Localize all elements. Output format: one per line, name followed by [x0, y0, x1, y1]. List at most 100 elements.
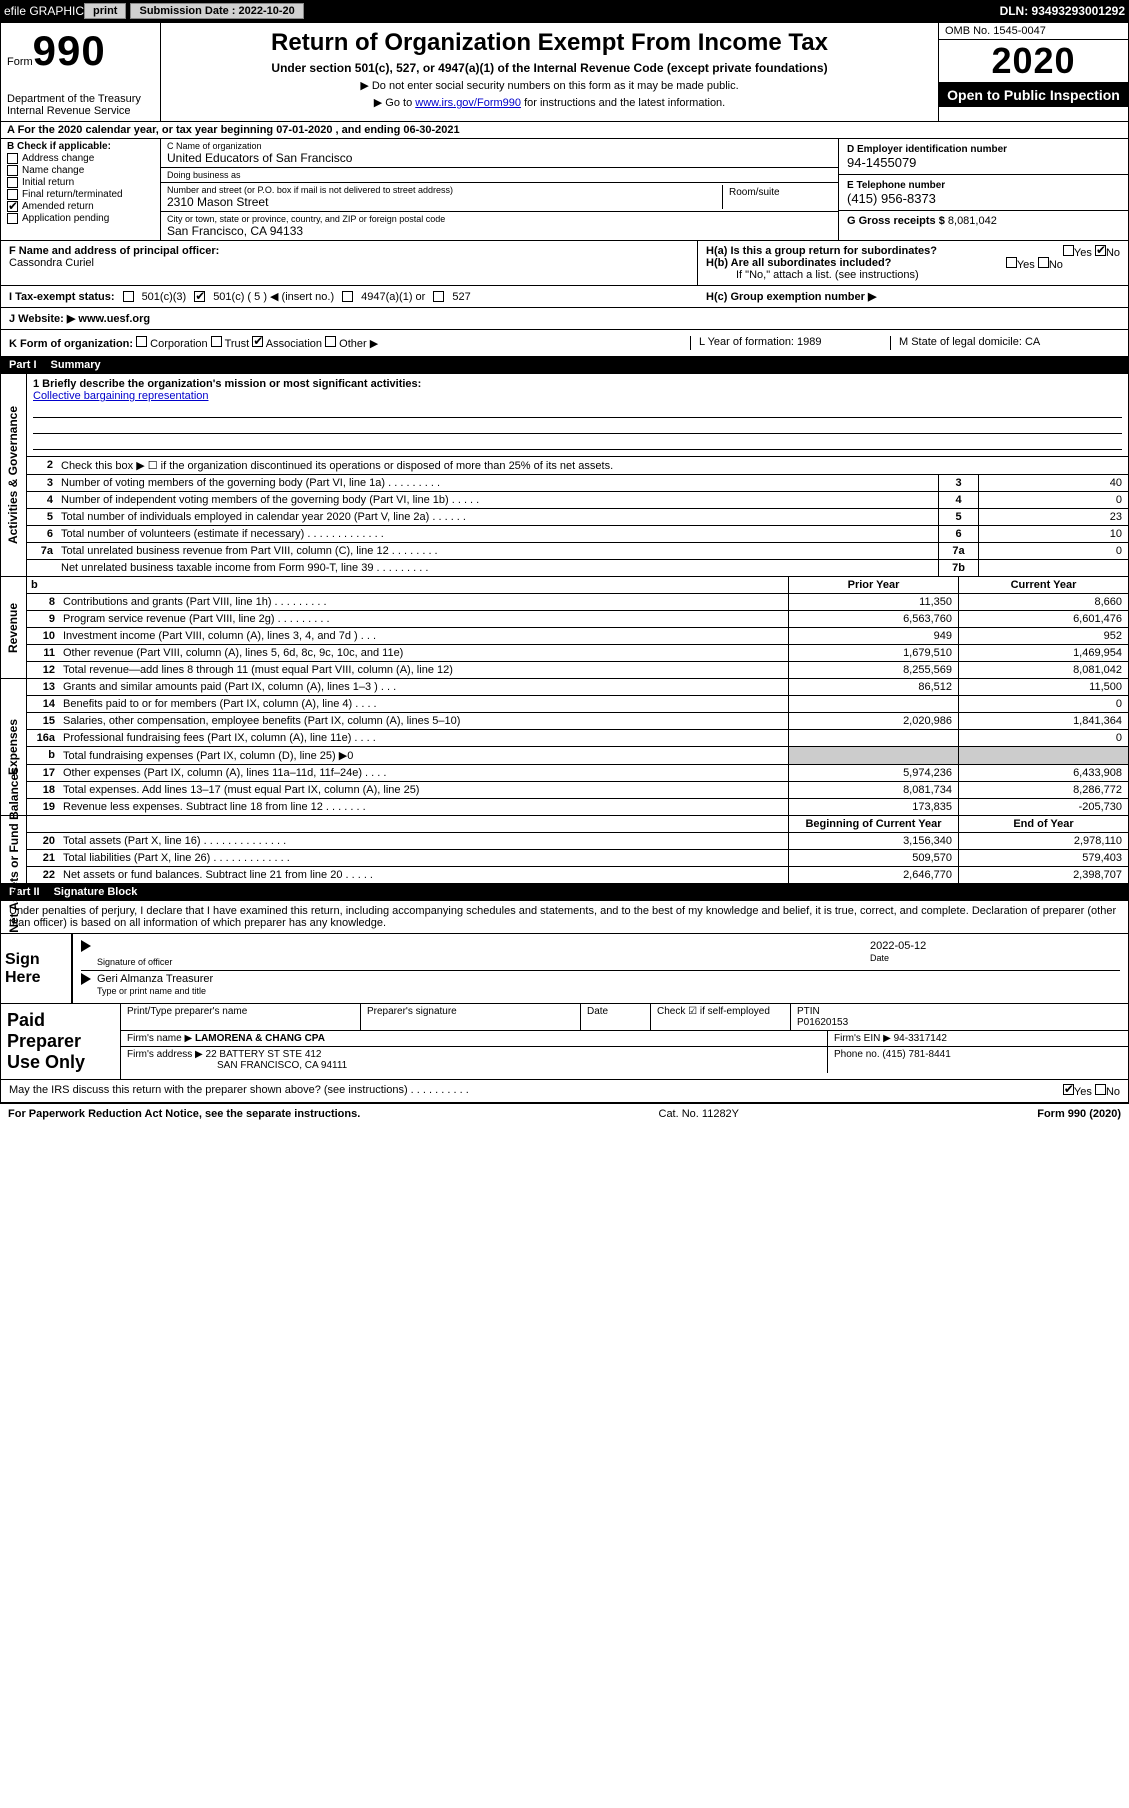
- current-val: 0: [958, 696, 1128, 712]
- no-label: No: [1106, 247, 1120, 259]
- part2-header: Part II Signature Block: [0, 884, 1129, 901]
- line-text: Grants and similar amounts paid (Part IX…: [59, 679, 788, 695]
- sub3-pre: ▶ Go to: [374, 97, 415, 109]
- print-button[interactable]: print: [84, 3, 126, 19]
- firm-ein: 94-3317142: [894, 1033, 947, 1044]
- end-year-hdr: End of Year: [958, 816, 1128, 832]
- prior-val: [788, 747, 958, 764]
- prior-val: 86,512: [788, 679, 958, 695]
- open-to-public: Open to Public Inspection: [939, 83, 1128, 107]
- prep-date-hdr: Date: [581, 1004, 651, 1030]
- discuss-yes: Yes: [1074, 1086, 1092, 1098]
- main-title: Return of Organization Exempt From Incom…: [167, 29, 932, 57]
- current-val: 1,469,954: [958, 645, 1128, 661]
- ein-value: 94-1455079: [847, 155, 916, 170]
- box-val: 40: [978, 475, 1128, 491]
- boxB-check-4[interactable]: [7, 201, 18, 212]
- ptin-label: PTIN: [797, 1006, 820, 1017]
- 501c-checkbox[interactable]: [194, 291, 205, 302]
- assoc-checkbox[interactable]: [252, 336, 263, 347]
- current-val: 8,660: [958, 594, 1128, 610]
- city-label: City or town, state or province, country…: [167, 214, 832, 224]
- line-text: Number of voting members of the governin…: [57, 475, 938, 491]
- officer-name: Cassondra Curiel: [9, 257, 94, 269]
- line-num: b: [27, 747, 59, 764]
- submission-date-button[interactable]: Submission Date : 2022-10-20: [130, 3, 303, 19]
- Ha-label: H(a) Is this a group return for subordin…: [706, 245, 937, 257]
- line-text: Net unrelated business taxable income fr…: [57, 560, 938, 576]
- boxB-check-1[interactable]: [7, 165, 18, 176]
- boxB-check-5[interactable]: [7, 213, 18, 224]
- form-word: Form: [7, 56, 33, 68]
- boxB-check-0[interactable]: [7, 153, 18, 164]
- current-val: -205,730: [958, 799, 1128, 815]
- line-text: Net assets or fund balances. Subtract li…: [59, 867, 788, 883]
- expenses-section: Expenses 13 Grants and similar amounts p…: [0, 679, 1129, 816]
- sig-officer-label: Signature of officer: [97, 957, 172, 967]
- page-footer: For Paperwork Reduction Act Notice, see …: [0, 1103, 1129, 1124]
- line-text: Total number of individuals employed in …: [57, 509, 938, 525]
- line-num: 7a: [27, 543, 57, 559]
- line-num: 12: [27, 662, 59, 678]
- omb-number: OMB No. 1545-0047: [939, 23, 1128, 40]
- 4947-checkbox[interactable]: [342, 291, 353, 302]
- sign-here-row: Sign Here Signature of officer 2022-05-1…: [0, 934, 1129, 1004]
- right-col-DEG: D Employer identification number 94-1455…: [838, 139, 1128, 240]
- box-num: 5: [938, 509, 978, 525]
- discuss-yes-checkbox[interactable]: [1063, 1084, 1074, 1095]
- paid-preparer: Paid Preparer Use Only Print/Type prepar…: [0, 1004, 1129, 1080]
- sig-date: 2022-05-12: [870, 940, 926, 952]
- cat-no: Cat. No. 11282Y: [360, 1108, 1037, 1120]
- box-num: 4: [938, 492, 978, 508]
- Ha-yes-checkbox[interactable]: [1063, 245, 1074, 256]
- current-val: 8,081,042: [958, 662, 1128, 678]
- line-text: Total expenses. Add lines 13–17 (must eq…: [59, 782, 788, 798]
- prior-val: 949: [788, 628, 958, 644]
- Ha-no-checkbox[interactable]: [1095, 245, 1106, 256]
- officer-label: F Name and address of principal officer:: [9, 245, 219, 257]
- boxB-check-2[interactable]: [7, 177, 18, 188]
- current-val: 2,978,110: [958, 833, 1128, 849]
- discuss-no-checkbox[interactable]: [1095, 1084, 1106, 1095]
- form990-link[interactable]: www.irs.gov/Form990: [415, 97, 521, 109]
- website-value: www.uesf.org: [78, 313, 150, 325]
- trust-checkbox[interactable]: [211, 336, 222, 347]
- brief-value[interactable]: Collective bargaining representation: [33, 390, 209, 402]
- 527-checkbox[interactable]: [433, 291, 444, 302]
- box-C: C Name of organization United Educators …: [161, 139, 838, 240]
- year-formation: L Year of formation: 1989: [690, 336, 890, 350]
- officer-print-name: Geri Almanza Treasurer: [97, 973, 213, 985]
- 501c3-checkbox[interactable]: [123, 291, 134, 302]
- line-num: [27, 560, 57, 576]
- boxB-label-2: Initial return: [22, 177, 74, 188]
- line-num: 6: [27, 526, 57, 542]
- other-checkbox[interactable]: [325, 336, 336, 347]
- line-text: Total unrelated business revenue from Pa…: [57, 543, 938, 559]
- line-num: 21: [27, 850, 59, 866]
- prep-sig-hdr: Preparer's signature: [361, 1004, 581, 1030]
- current-val: 6,601,476: [958, 611, 1128, 627]
- current-val: 11,500: [958, 679, 1128, 695]
- brief-desc: 1 Briefly describe the organization's mi…: [27, 374, 1128, 457]
- Hb-yes-checkbox[interactable]: [1006, 257, 1017, 268]
- street-address: 2310 Mason Street: [167, 195, 268, 209]
- part1-header: Part I Summary: [0, 357, 1129, 374]
- corp-checkbox[interactable]: [136, 336, 147, 347]
- discuss-no: No: [1106, 1086, 1120, 1098]
- line-A-text: A For the 2020 calendar year, or tax yea…: [7, 124, 460, 136]
- line-text: Salaries, other compensation, employee b…: [59, 713, 788, 729]
- prior-val: 2,646,770: [788, 867, 958, 883]
- opt-501c: 501(c) ( 5 ) ◀ (insert no.): [213, 290, 334, 303]
- line-num: 18: [27, 782, 59, 798]
- form-ref: Form 990 (2020): [1037, 1108, 1121, 1120]
- Hb-no-checkbox[interactable]: [1038, 257, 1049, 268]
- current-val: [958, 747, 1128, 764]
- firm-name-label: Firm's name ▶: [127, 1033, 192, 1044]
- prior-val: 8,255,569: [788, 662, 958, 678]
- paperwork-notice: For Paperwork Reduction Act Notice, see …: [8, 1108, 360, 1120]
- ein-label: D Employer identification number: [847, 144, 1007, 155]
- boxB-label-3: Final return/terminated: [22, 189, 123, 200]
- box-val: 23: [978, 509, 1128, 525]
- Hb-label: H(b) Are all subordinates included?: [706, 257, 891, 269]
- line-A: A For the 2020 calendar year, or tax yea…: [0, 122, 1129, 139]
